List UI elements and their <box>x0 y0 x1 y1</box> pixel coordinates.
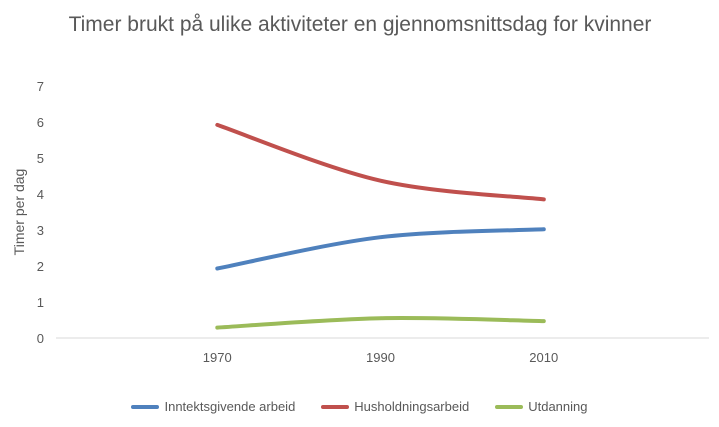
legend-label: Husholdningsarbeid <box>354 399 469 414</box>
legend: Inntektsgivende arbeid Husholdningsarbeid… <box>0 399 719 414</box>
series-line-1 <box>217 229 544 268</box>
y-tick-label: 6 <box>37 115 44 130</box>
y-tick-label: 7 <box>37 79 44 94</box>
y-tick-label: 0 <box>37 331 44 346</box>
series-line-2 <box>217 125 544 199</box>
legend-item: Utdanning <box>495 399 587 414</box>
y-axis: 0 1 2 3 4 5 6 7 <box>37 79 44 346</box>
y-tick-label: 3 <box>37 223 44 238</box>
series-line-3 <box>217 318 544 328</box>
legend-item: Husholdningsarbeid <box>321 399 469 414</box>
y-axis-title: Timer per dag <box>11 169 27 256</box>
y-tick-label: 2 <box>37 259 44 274</box>
x-axis: 1970 1990 2010 <box>203 350 558 365</box>
y-tick-label: 1 <box>37 295 44 310</box>
x-tick-label: 2010 <box>529 350 558 365</box>
legend-swatch <box>321 405 349 409</box>
series-lines <box>217 125 544 328</box>
y-tick-label: 5 <box>37 151 44 166</box>
legend-label: Utdanning <box>528 399 587 414</box>
y-tick-label: 4 <box>37 187 44 202</box>
x-tick-label: 1990 <box>366 350 395 365</box>
legend-swatch <box>495 405 523 409</box>
legend-item: Inntektsgivende arbeid <box>131 399 295 414</box>
x-tick-label: 1970 <box>203 350 232 365</box>
legend-swatch <box>131 405 159 409</box>
legend-label: Inntektsgivende arbeid <box>164 399 295 414</box>
